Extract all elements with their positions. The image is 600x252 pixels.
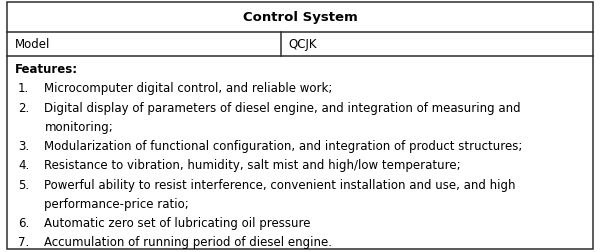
Text: 2.: 2. (18, 101, 29, 114)
Text: Model: Model (14, 38, 50, 51)
Text: performance-price ratio;: performance-price ratio; (44, 197, 189, 210)
Text: 7.: 7. (18, 235, 29, 248)
Text: Modularization of functional configuration, and integration of product structure: Modularization of functional configurati… (44, 140, 523, 152)
Text: Features:: Features: (14, 63, 77, 76)
Text: Resistance to vibration, humidity, salt mist and high/low temperature;: Resistance to vibration, humidity, salt … (44, 159, 461, 172)
Text: QCJK: QCJK (288, 38, 317, 51)
Text: Microcomputer digital control, and reliable work;: Microcomputer digital control, and relia… (44, 82, 333, 95)
Text: Control System: Control System (242, 11, 358, 24)
Text: Powerful ability to resist interference, convenient installation and use, and hi: Powerful ability to resist interference,… (44, 178, 516, 191)
Text: 3.: 3. (18, 140, 29, 152)
Text: 5.: 5. (18, 178, 29, 191)
Text: 1.: 1. (18, 82, 29, 95)
Text: Accumulation of running period of diesel engine.: Accumulation of running period of diesel… (44, 235, 332, 248)
Text: Automatic zero set of lubricating oil pressure: Automatic zero set of lubricating oil pr… (44, 216, 311, 229)
Text: monitoring;: monitoring; (44, 120, 113, 133)
Text: Digital display of parameters of diesel engine, and integration of measuring and: Digital display of parameters of diesel … (44, 101, 521, 114)
Text: 6.: 6. (18, 216, 29, 229)
Text: 4.: 4. (18, 159, 29, 172)
